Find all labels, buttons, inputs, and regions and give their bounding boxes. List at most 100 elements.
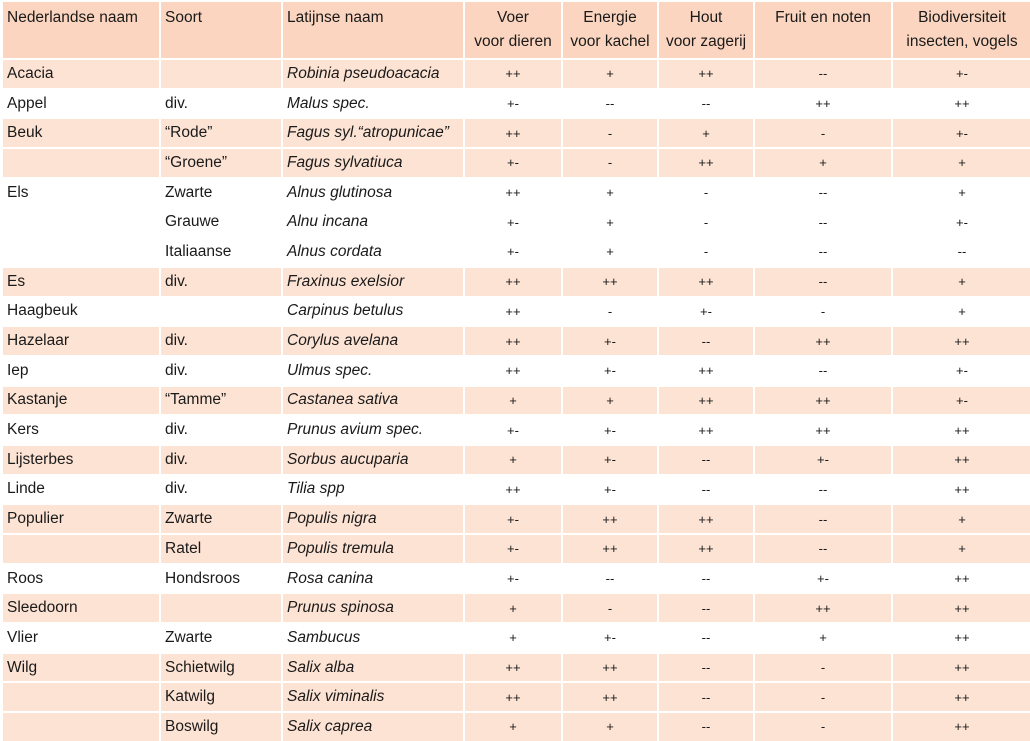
latin-name-cell: Prunus avium spec. [283, 414, 463, 444]
dutch-name-cell: Hazelaar [3, 325, 159, 355]
dutch-name-cell: Wilg [3, 651, 159, 682]
dutch-name-cell: Roos [3, 562, 159, 593]
header-latin-name: Latijnse naam [283, 2, 463, 58]
latin-name-cell: Castanea sativa [283, 384, 463, 415]
feed-cell: +- [465, 414, 561, 444]
latin-name-cell: Alnu incana [283, 206, 463, 236]
energy-cell: + [563, 176, 657, 207]
fruit-cell: ++ [755, 414, 891, 444]
latin-name-cell: Ulmus spec. [283, 354, 463, 385]
kind-cell: div. [161, 443, 281, 474]
feed-cell: + [465, 384, 561, 415]
feed-cell: + [465, 711, 561, 741]
header-dutch-name: Nederlandse naam [3, 2, 159, 58]
feed-cell: +- [465, 147, 561, 177]
fruit-cell: -- [755, 236, 891, 266]
dutch-name-cell: Kastanje [3, 384, 159, 415]
wood-cell: ++ [659, 58, 753, 88]
dutch-name-cell [3, 681, 159, 712]
wood-cell: + [659, 117, 753, 148]
header-biodiversity: Biodiversiteit insecten, vogels [893, 2, 1030, 58]
wood-cell: ++ [659, 147, 753, 177]
table-body: Acacia Robinia pseudoacacia ++ + ++ -- +- Appel… [3, 58, 1030, 741]
dutch-name-cell: Els [3, 176, 159, 207]
table-row: Katwilg Salix viminalis ++ ++ -- - ++ [3, 681, 1030, 712]
fruit-cell: -- [755, 503, 891, 533]
biodiversity-cell: +- [893, 58, 1030, 88]
biodiversity-cell: ++ [893, 622, 1030, 652]
fruit-cell: -- [755, 533, 891, 563]
kind-cell: Schietwilg [161, 651, 281, 682]
fruit-cell: -- [755, 473, 891, 504]
feed-cell: ++ [465, 58, 561, 88]
wood-cell: - [659, 176, 753, 207]
latin-name-cell: Fagus sylvatiuca [283, 147, 463, 177]
latin-name-cell: Salix caprea [283, 711, 463, 741]
energy-cell: + [563, 711, 657, 741]
energy-cell: + [563, 236, 657, 266]
energy-cell: + [563, 206, 657, 236]
fruit-cell: - [755, 295, 891, 326]
wood-cell: ++ [659, 414, 753, 444]
energy-cell: +- [563, 622, 657, 652]
wood-cell: -- [659, 325, 753, 355]
kind-cell [161, 592, 281, 623]
biodiversity-cell: +- [893, 206, 1030, 236]
energy-cell: ++ [563, 265, 657, 296]
fruit-cell: ++ [755, 384, 891, 415]
latin-name-cell: Fraxinus exelsior [283, 265, 463, 296]
kind-cell: Grauwe [161, 206, 281, 236]
feed-cell: + [465, 443, 561, 474]
feed-cell: + [465, 592, 561, 623]
biodiversity-cell: + [893, 147, 1030, 177]
wood-cell: -- [659, 473, 753, 504]
latin-name-cell: Carpinus betulus [283, 295, 463, 326]
fruit-cell: - [755, 711, 891, 741]
biodiversity-cell: +- [893, 384, 1030, 415]
table-row: “Groene” Fagus sylvatiuca +- - ++ + + [3, 147, 1030, 177]
biodiversity-cell: + [893, 533, 1030, 563]
energy-cell: - [563, 147, 657, 177]
kind-cell: Zwarte [161, 503, 281, 533]
header-wood: Hout voor zagerij [659, 2, 753, 58]
energy-cell: ++ [563, 681, 657, 712]
kind-cell: “Rode” [161, 117, 281, 148]
latin-name-cell: Alnus cordata [283, 236, 463, 266]
biodiversity-cell: + [893, 295, 1030, 326]
feed-cell: ++ [465, 117, 561, 148]
dutch-name-cell [3, 206, 159, 236]
biodiversity-cell: + [893, 265, 1030, 296]
feed-cell: +- [465, 533, 561, 563]
latin-name-cell: Populis nigra [283, 503, 463, 533]
dutch-name-cell: Lijsterbes [3, 443, 159, 474]
feed-cell: ++ [465, 325, 561, 355]
feed-cell: ++ [465, 295, 561, 326]
kind-cell [161, 58, 281, 88]
energy-cell: +- [563, 473, 657, 504]
dutch-name-cell: Sleedoorn [3, 592, 159, 623]
feed-cell: ++ [465, 681, 561, 712]
biodiversity-cell: ++ [893, 87, 1030, 118]
biodiversity-cell: + [893, 503, 1030, 533]
biodiversity-cell: -- [893, 236, 1030, 266]
table-row: Beuk “Rode” Fagus syl.“atropunicae” ++ - + - +- [3, 117, 1030, 148]
kind-cell: Italiaanse [161, 236, 281, 266]
kind-cell: Zwarte [161, 622, 281, 652]
table-row: Roos Hondsroos Rosa canina +- -- -- +- ++ [3, 562, 1030, 593]
wood-cell: -- [659, 443, 753, 474]
latin-name-cell: Corylus avelana [283, 325, 463, 355]
fruit-cell: -- [755, 354, 891, 385]
energy-cell: - [563, 117, 657, 148]
table-row: Wilg Schietwilg Salix alba ++ ++ -- - ++ [3, 651, 1030, 682]
kind-cell: div. [161, 354, 281, 385]
header-fruit: Fruit en noten [755, 2, 891, 58]
feed-cell: ++ [465, 176, 561, 207]
wood-cell: ++ [659, 503, 753, 533]
fruit-cell: + [755, 147, 891, 177]
latin-name-cell: Sambucus [283, 622, 463, 652]
biodiversity-cell: +- [893, 117, 1030, 148]
wood-cell: ++ [659, 384, 753, 415]
table-row: Kers div. Prunus avium spec. +- +- ++ ++ ++ [3, 414, 1030, 444]
energy-cell: + [563, 58, 657, 88]
